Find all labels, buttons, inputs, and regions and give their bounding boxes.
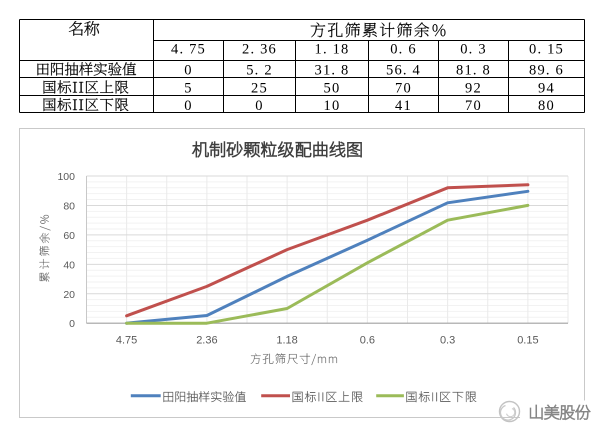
svg-text:0. 6: 0. 6: [390, 42, 417, 58]
svg-text:20: 20: [63, 289, 75, 301]
svg-text:2.36: 2.36: [196, 335, 217, 347]
svg-text:89. 6: 89. 6: [529, 63, 564, 79]
svg-text:80: 80: [63, 200, 75, 212]
svg-text:1.18: 1.18: [276, 335, 297, 347]
svg-text:70: 70: [465, 98, 482, 114]
svg-text:0.15: 0.15: [517, 335, 538, 347]
svg-text:4. 75: 4. 75: [171, 42, 206, 58]
svg-text:2. 36: 2. 36: [242, 42, 277, 58]
svg-text:10: 10: [324, 98, 341, 114]
svg-text:31. 8: 31. 8: [315, 63, 350, 79]
svg-text:70: 70: [395, 81, 412, 97]
svg-text:0.3: 0.3: [440, 335, 455, 347]
svg-text:100: 100: [57, 171, 75, 183]
svg-text:4.75: 4.75: [116, 335, 137, 347]
svg-text:1. 18: 1. 18: [315, 42, 350, 58]
svg-text:0: 0: [255, 98, 263, 114]
svg-text:0: 0: [184, 63, 192, 79]
svg-text:0: 0: [184, 98, 192, 114]
svg-text:41: 41: [395, 98, 412, 114]
svg-text:80: 80: [538, 98, 555, 114]
svg-text:5. 2: 5. 2: [246, 63, 273, 79]
svg-text:0. 15: 0. 15: [529, 42, 564, 58]
svg-text:5: 5: [184, 81, 192, 97]
svg-text:0: 0: [69, 318, 75, 330]
svg-text:40: 40: [63, 259, 75, 271]
svg-text:92: 92: [465, 81, 482, 97]
svg-text:94: 94: [538, 81, 555, 97]
svg-text:81. 8: 81. 8: [456, 63, 491, 79]
svg-text:25: 25: [251, 81, 268, 97]
svg-text:56. 4: 56. 4: [386, 63, 421, 79]
svg-text:50: 50: [324, 81, 341, 97]
svg-text:60: 60: [63, 230, 75, 242]
svg-text:0. 3: 0. 3: [460, 42, 487, 58]
svg-text:0.6: 0.6: [360, 335, 375, 347]
